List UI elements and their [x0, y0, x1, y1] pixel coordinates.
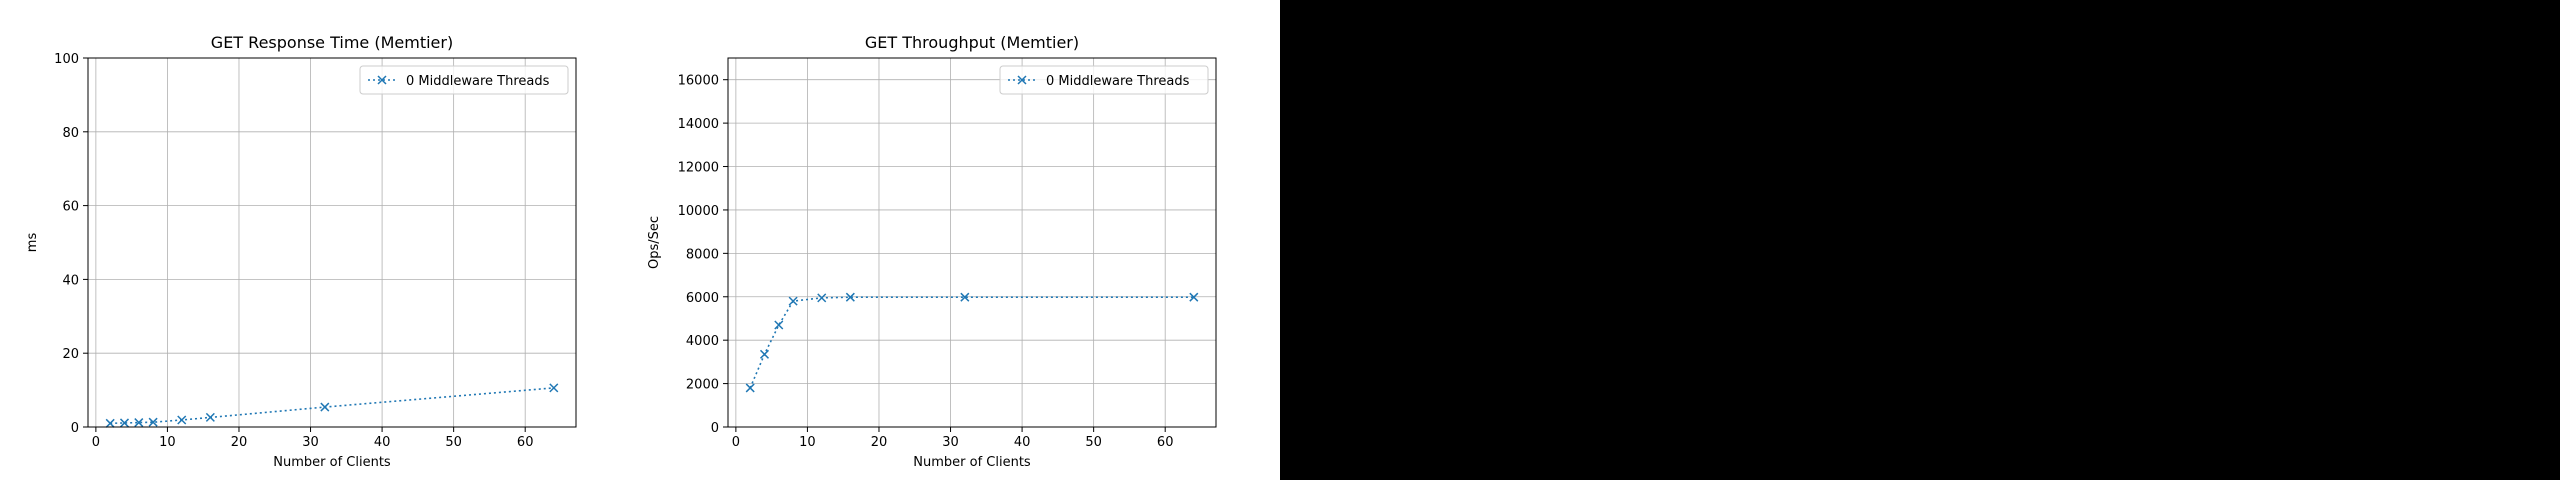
legend-marker — [377, 75, 387, 85]
y-tick-label: 6000 — [686, 291, 719, 306]
data-point — [119, 418, 130, 428]
x-tick-label: 0 — [92, 435, 100, 450]
x-tick-label: 50 — [1085, 435, 1102, 450]
data-point — [320, 402, 330, 412]
series-line — [749, 296, 1194, 389]
data-point — [148, 417, 158, 427]
data-point — [817, 293, 827, 303]
data-point — [134, 418, 144, 428]
x-axis-label: Number of Clients — [273, 455, 391, 470]
legend-box — [359, 65, 569, 95]
data-point — [788, 296, 798, 306]
legend-label: 0 Middleware Threads — [1046, 74, 1190, 89]
y-axis-label: ms — [25, 233, 40, 253]
x-tick-label: 30 — [302, 435, 319, 450]
data-point — [759, 349, 770, 359]
y-tick-label: 14000 — [678, 117, 719, 132]
legend-marker — [1017, 75, 1027, 85]
y-tick-label: 12000 — [678, 161, 719, 176]
y-tick-label: 2000 — [686, 378, 719, 393]
legend: 0 Middleware Threads — [359, 65, 569, 95]
chart-2: 0 10 20 30 40 50 60 0 2000 4000 6000 8000 10000 12000… — [647, 33, 1217, 470]
data-point — [1189, 292, 1199, 302]
data-point — [845, 292, 855, 302]
data-point — [549, 383, 559, 393]
data-point — [745, 383, 755, 393]
data-point — [105, 418, 115, 428]
y-tick-label: 100 — [54, 52, 79, 67]
data-point — [205, 412, 215, 422]
x-tick-label: 20 — [231, 435, 248, 450]
y-axis-label: Ops/Sec — [647, 216, 662, 269]
x-tick-label: 30 — [942, 435, 959, 450]
y-tick-label: 80 — [62, 126, 79, 141]
axes-frame — [87, 57, 577, 428]
x-tick-label: 60 — [1157, 435, 1174, 450]
legend: 0 Middleware Threads — [999, 65, 1209, 95]
series-line — [110, 387, 554, 425]
y-tick-label: 20 — [62, 347, 79, 362]
y-tick-label: 16000 — [678, 74, 719, 89]
x-tick-label: 50 — [445, 435, 462, 450]
y-tick-label: 40 — [62, 273, 79, 288]
x-tick-label: 40 — [374, 435, 391, 450]
data-point — [177, 415, 187, 425]
axes-frame — [727, 57, 1217, 428]
chart-title: GET Throughput (Memtier) — [865, 33, 1079, 52]
y-tick-label: 0 — [71, 421, 79, 436]
data-point — [774, 320, 784, 330]
legend-label: 0 Middleware Threads — [406, 74, 550, 89]
x-tick-label: 10 — [159, 435, 176, 450]
chart-title: GET Response Time (Memtier) — [211, 33, 453, 52]
x-tick-label: 60 — [517, 435, 534, 450]
x-tick-label: 20 — [871, 435, 888, 450]
x-tick-label: 0 — [732, 435, 740, 450]
legend-box — [999, 65, 1209, 95]
y-tick-label: 8000 — [686, 247, 719, 262]
y-tick-label: 4000 — [686, 334, 719, 349]
chart-1: 0 10 20 30 40 50 60 0 20 40 60 80 100 0 Middleware Th… — [25, 33, 577, 470]
x-tick-label: 10 — [799, 435, 816, 450]
x-tick-label: 40 — [1014, 435, 1031, 450]
y-tick-label: 10000 — [678, 204, 719, 219]
y-tick-label: 60 — [62, 200, 79, 215]
y-tick-label: 0 — [711, 421, 719, 436]
x-axis-label: Number of Clients — [913, 455, 1031, 470]
black-panel — [1280, 0, 2560, 480]
data-point — [960, 292, 970, 302]
